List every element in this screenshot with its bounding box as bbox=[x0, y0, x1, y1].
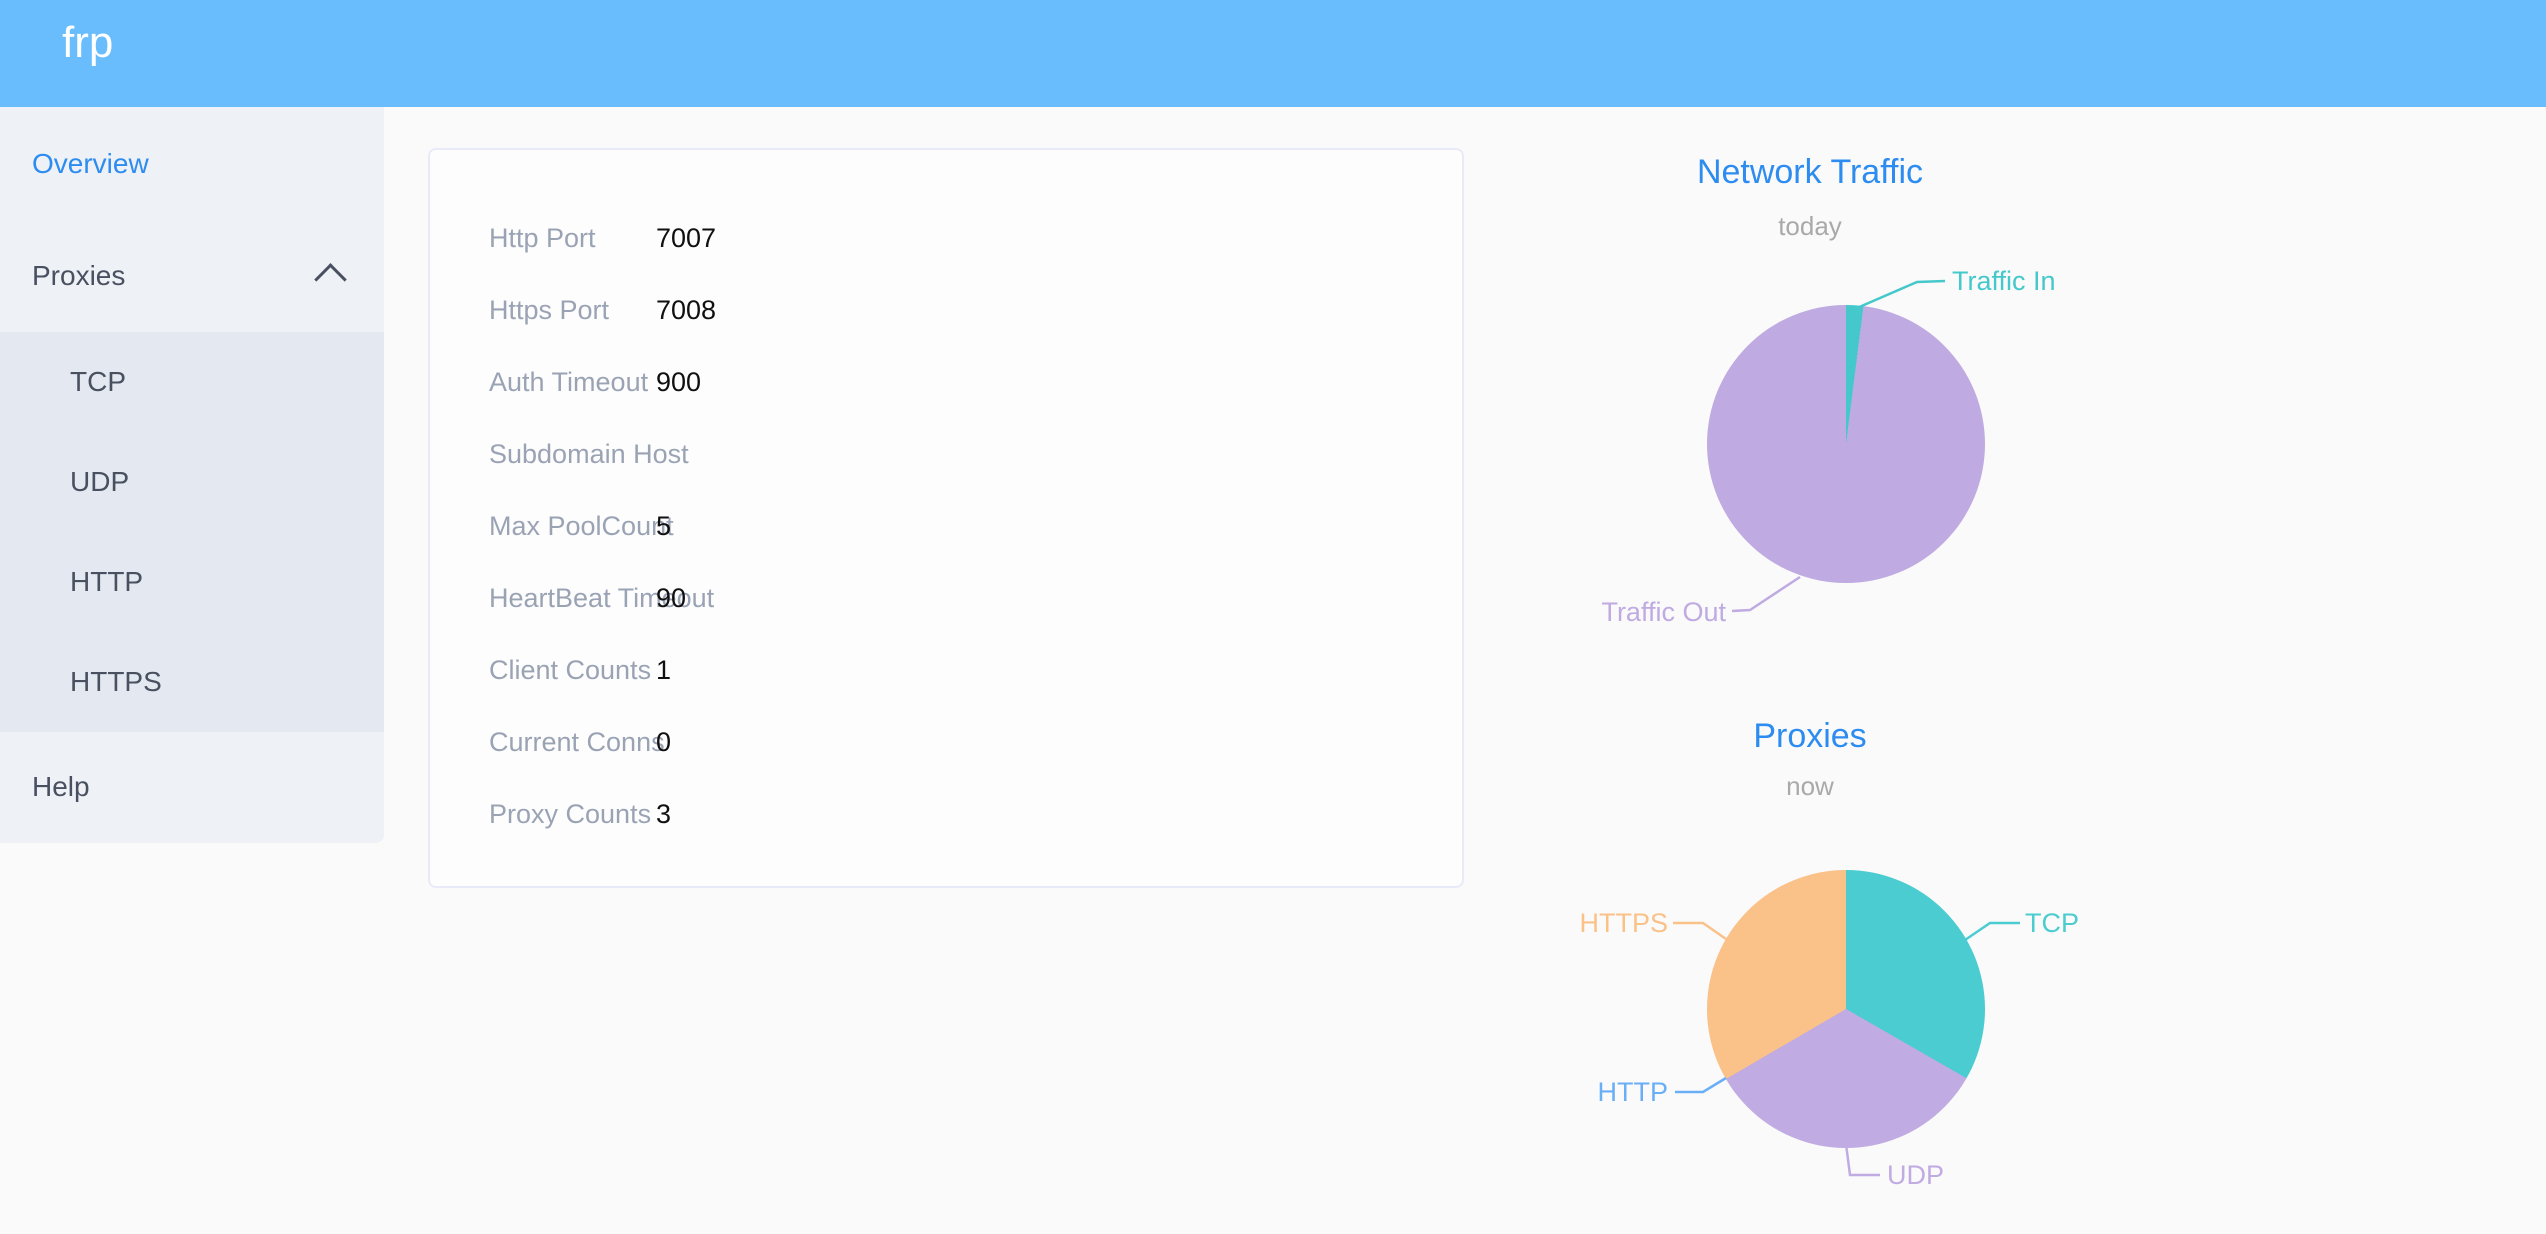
row-label: HeartBeat Timeout bbox=[489, 583, 715, 613]
row-value: 5 bbox=[656, 511, 672, 541]
table-row: Current Conns 0 bbox=[430, 706, 1462, 778]
table-row: Https Port 7008 bbox=[430, 274, 1462, 346]
row-value: 7007 bbox=[656, 223, 717, 253]
row-label: Https Port bbox=[489, 295, 610, 325]
sidebar: Overview Proxies TCP UDP HTTP HTTPS Help bbox=[0, 107, 384, 843]
traffic-out-label-line bbox=[1731, 575, 1801, 613]
udp-label-line bbox=[1844, 1143, 1880, 1177]
sidebar-item-proxies[interactable]: Proxies bbox=[0, 220, 384, 332]
slice-label-https: HTTPS bbox=[1579, 908, 1668, 938]
slice-label-tcp: TCP bbox=[2025, 908, 2079, 938]
tcp-label-line bbox=[1964, 921, 2020, 942]
row-label: Subdomain Host bbox=[489, 439, 689, 469]
server-info-table: Http Port 7007 Https Port 7008 Auth Time… bbox=[430, 202, 1462, 850]
table-row: Subdomain Host bbox=[430, 418, 1462, 490]
traffic-in-label-line bbox=[1856, 279, 1946, 310]
row-value: 900 bbox=[656, 367, 702, 397]
row-value: 90 bbox=[656, 583, 687, 613]
slice-label-http: HTTP bbox=[1597, 1077, 1669, 1107]
http-label-line bbox=[1675, 1076, 1727, 1094]
table-row: Client Counts 1 bbox=[430, 634, 1462, 706]
row-label: Proxy Counts bbox=[489, 799, 652, 829]
proxies-chart: Proxies now TCP HTTPS HTTP UDP bbox=[1560, 700, 2160, 1234]
row-value: 1 bbox=[656, 655, 672, 685]
traffic-pie[interactable] bbox=[1707, 305, 1985, 583]
row-label: Http Port bbox=[489, 223, 596, 253]
proxies-pie[interactable] bbox=[1707, 870, 1985, 1148]
sidebar-item-udp[interactable]: UDP bbox=[70, 466, 130, 497]
https-label-line bbox=[1673, 921, 1727, 941]
network-traffic-chart: Network Traffic today Traffic In Traffic… bbox=[1560, 140, 2160, 680]
row-value: 0 bbox=[656, 727, 672, 757]
row-value: 3 bbox=[656, 799, 672, 829]
row-label: Auth Timeout bbox=[489, 367, 649, 397]
table-row: Http Port 7007 bbox=[430, 202, 1462, 274]
sidebar-item-proxies-label: Proxies bbox=[32, 260, 126, 291]
sidebar-item-http[interactable]: HTTP bbox=[70, 566, 144, 597]
row-value: 7008 bbox=[656, 295, 717, 325]
chart-subtitle: today bbox=[1778, 211, 1842, 241]
chevron-up-icon bbox=[314, 263, 347, 296]
app-header: frp bbox=[0, 0, 2546, 107]
proxies-submenu: TCP UDP HTTP HTTPS bbox=[0, 332, 384, 732]
chart-title: Proxies bbox=[1753, 717, 1867, 755]
table-row: Auth Timeout 900 bbox=[430, 346, 1462, 418]
chart-title: Network Traffic bbox=[1696, 153, 1924, 191]
slice-label-traffic-out: Traffic Out bbox=[1601, 597, 1726, 627]
slice-label-traffic-in: Traffic In bbox=[1952, 266, 2056, 296]
chart-subtitle: now bbox=[1786, 771, 1834, 801]
app-logo: frp bbox=[62, 18, 114, 67]
row-label: Max PoolCount bbox=[489, 511, 674, 541]
slice-label-udp: UDP bbox=[1887, 1160, 1945, 1190]
sidebar-item-tcp[interactable]: TCP bbox=[70, 366, 126, 397]
sidebar-item-help[interactable]: Help bbox=[32, 771, 90, 802]
row-label: Client Counts bbox=[489, 655, 652, 685]
row-label: Current Conns bbox=[489, 727, 665, 757]
sidebar-item-overview[interactable]: Overview bbox=[32, 148, 149, 179]
server-info-card: Http Port 7007 Https Port 7008 Auth Time… bbox=[428, 148, 1464, 888]
table-row: HeartBeat Timeout 90 bbox=[430, 562, 1462, 634]
table-row: Max PoolCount 5 bbox=[430, 490, 1462, 562]
sidebar-item-https[interactable]: HTTPS bbox=[70, 666, 162, 697]
table-row: Proxy Counts 3 bbox=[430, 778, 1462, 850]
